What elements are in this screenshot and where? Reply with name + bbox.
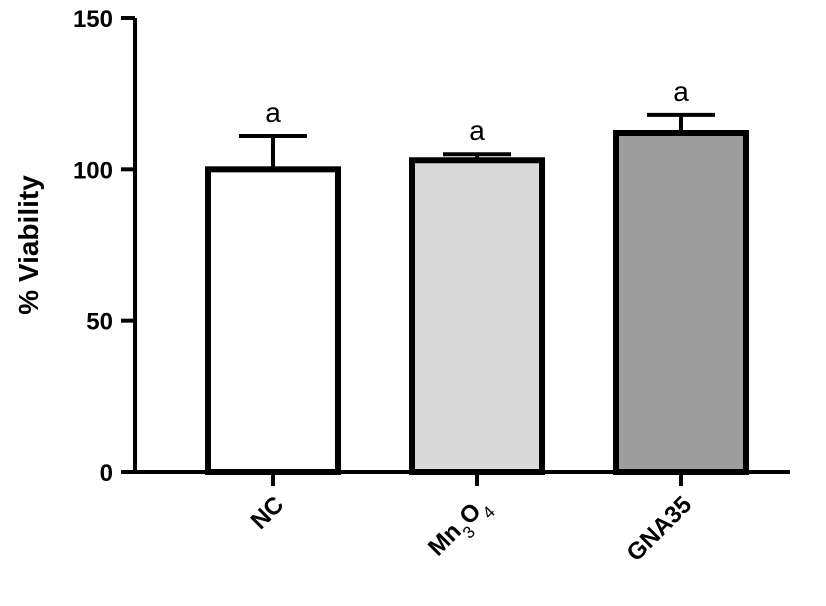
y-tick-label: 0	[100, 460, 113, 487]
bars: a a a	[205, 76, 749, 475]
bar	[409, 157, 545, 475]
significance-label: a	[673, 76, 689, 107]
x-tick-label: NC	[246, 491, 290, 535]
bar	[613, 130, 749, 475]
y-tick-label: 50	[86, 309, 113, 336]
x-tick-label: GNA35	[622, 491, 698, 567]
significance-label: a	[469, 115, 485, 146]
significance-label: a	[265, 97, 281, 128]
y-tick-label: 100	[73, 157, 113, 184]
bar	[205, 166, 341, 475]
y-axis: 0 50 100 150	[73, 6, 137, 487]
x-axis: NC Mn3O4 GNA35	[133, 470, 790, 567]
x-tick-label: Mn3O4	[423, 491, 498, 566]
y-axis-title: % Viability	[13, 175, 44, 315]
y-tick-label: 150	[73, 6, 113, 33]
